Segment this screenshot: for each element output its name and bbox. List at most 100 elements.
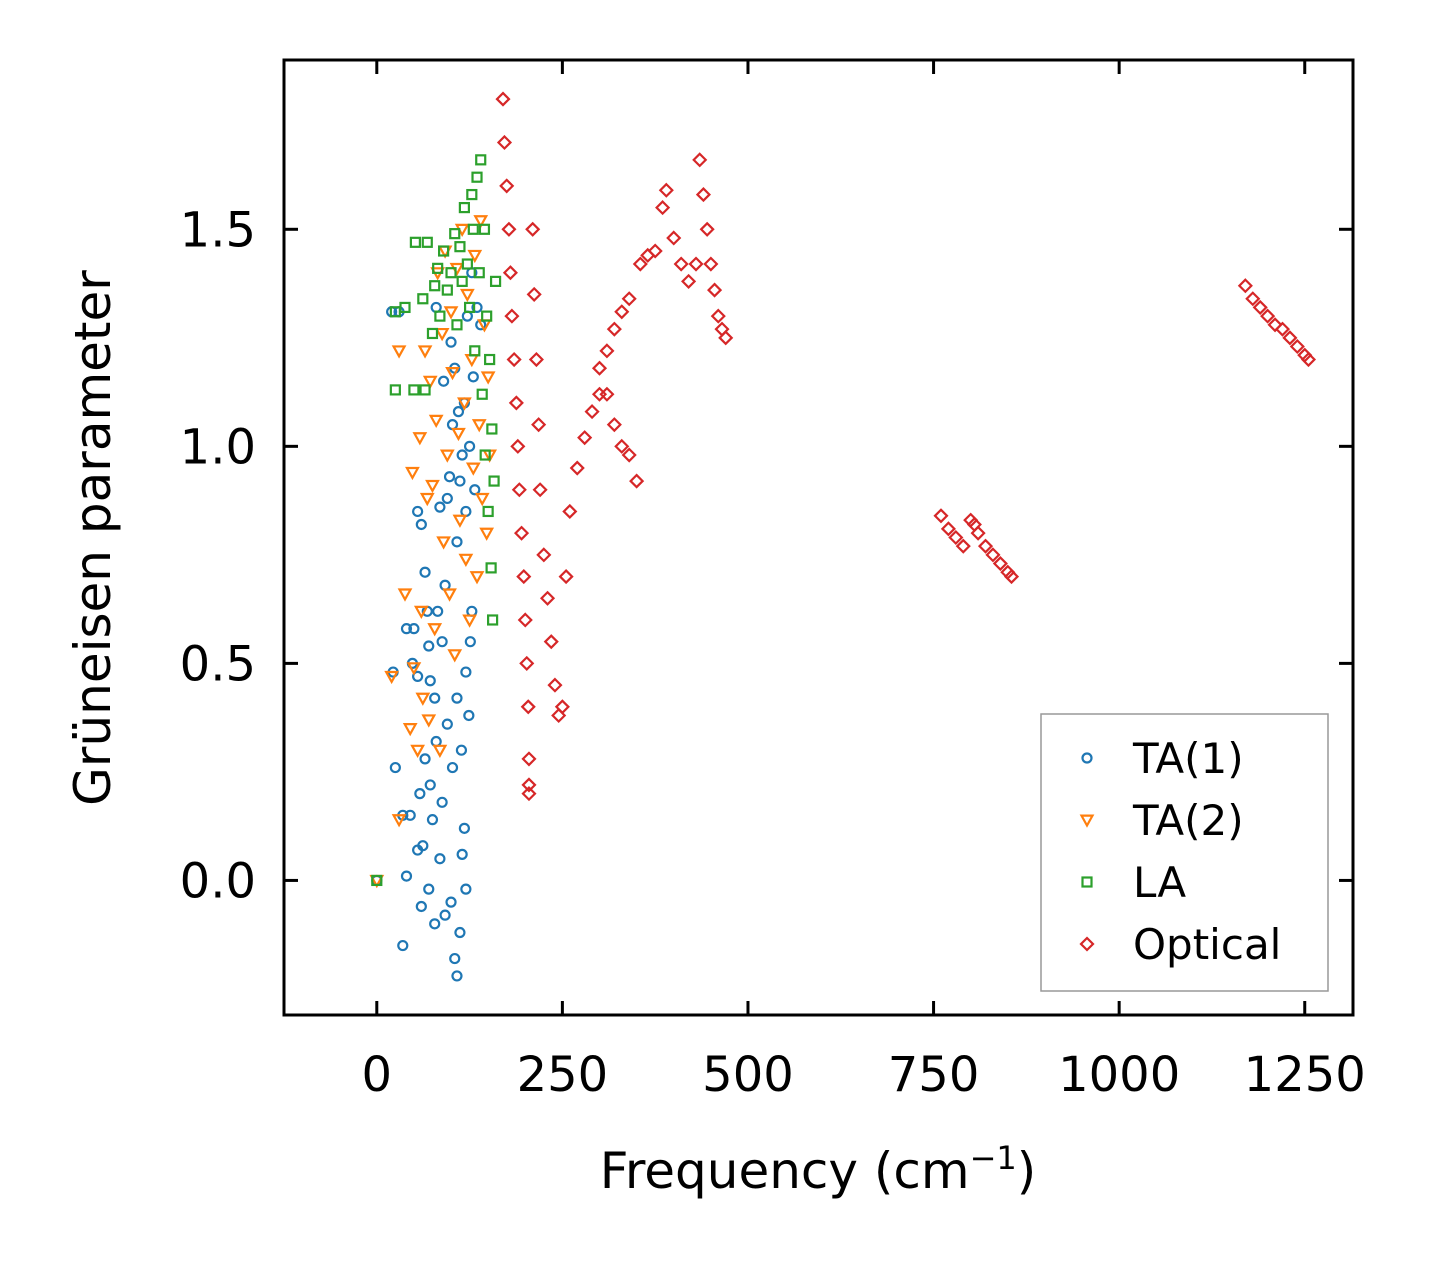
data-point: [525, 221, 541, 237]
data-point: [419, 753, 431, 765]
data-point: [425, 479, 440, 494]
data-point: [692, 152, 708, 168]
data-point: [397, 939, 409, 952]
data-point: [471, 419, 487, 433]
data-point: [526, 286, 542, 302]
data-point: [436, 796, 448, 808]
data-point: [429, 280, 441, 292]
data-point: [412, 670, 424, 683]
data-point: [614, 304, 630, 320]
data-point: [454, 475, 466, 487]
data-point: [521, 777, 537, 793]
data-point: [489, 275, 502, 287]
data-point: [977, 538, 994, 554]
legend: TA(1) TA(2) LA Optical: [1040, 713, 1329, 992]
data-point: [443, 471, 456, 483]
data-point: [434, 310, 446, 322]
data-point: [452, 514, 468, 528]
data-point: [554, 699, 570, 715]
data-point: [471, 171, 483, 183]
data-point: [471, 301, 483, 314]
data-point: [460, 883, 472, 895]
data-point: [632, 256, 648, 272]
data-point: [432, 744, 448, 758]
data-point: [478, 223, 491, 235]
data-point: [415, 518, 427, 531]
data-point: [454, 241, 466, 253]
data-point: [467, 371, 479, 383]
data-point: [464, 636, 476, 648]
data-point: [415, 692, 431, 706]
data-point: [436, 636, 448, 648]
data-point: [479, 527, 495, 541]
data-point: [417, 293, 429, 305]
data-point: [455, 744, 468, 756]
ticks-layer: 0 250 500 750 1000 1250 0.0 0.5 1.0 1.5: [180, 60, 1366, 1103]
data-point: [451, 427, 466, 442]
data-point: [421, 236, 433, 248]
data-point: [438, 375, 450, 387]
data-point: [417, 840, 429, 852]
plot-frame: [282, 58, 1355, 1017]
data-point: [463, 709, 475, 722]
data-point: [451, 319, 463, 331]
data-point: [445, 267, 457, 279]
data-point: [1267, 317, 1283, 333]
data-point: [517, 612, 533, 628]
legend-marker: [1081, 876, 1093, 888]
data-point: [504, 308, 520, 324]
data-point: [475, 154, 487, 166]
data-point: [520, 699, 536, 715]
data-point: [419, 566, 431, 578]
data-point: [485, 562, 497, 574]
data-point: [384, 670, 400, 685]
data-point: [488, 475, 500, 487]
series-layer: [369, 91, 1317, 982]
data-point: [451, 692, 463, 704]
data-point: [427, 623, 443, 637]
legend-marker: [1079, 814, 1095, 828]
data-point: [487, 614, 499, 626]
x-tick-label: 0: [362, 1047, 393, 1103]
data-point: [463, 440, 476, 452]
data-point: [599, 343, 615, 359]
data-point: [400, 870, 413, 882]
data-point: [933, 508, 949, 524]
data-point: [434, 327, 450, 342]
data-point: [591, 360, 608, 376]
data-point: [432, 605, 444, 617]
data-point: [940, 521, 956, 537]
data-point: [474, 492, 490, 507]
data-point: [441, 492, 453, 505]
data-point: [422, 375, 438, 389]
data-point: [429, 692, 441, 704]
data-point: [621, 291, 637, 307]
data-point: [502, 265, 518, 281]
data-point: [479, 449, 491, 461]
data-point: [452, 406, 465, 418]
data-point: [621, 447, 637, 463]
data-point: [531, 417, 547, 433]
data-point: [421, 714, 437, 728]
data-point: [408, 384, 420, 396]
data-point: [629, 473, 645, 489]
data-point: [451, 970, 463, 982]
data-point: [405, 466, 420, 481]
data-point: [539, 590, 556, 606]
data-point: [457, 397, 472, 411]
data-point: [409, 236, 421, 248]
data-point: [501, 221, 517, 237]
data-point: [461, 258, 473, 270]
data-point: [399, 301, 411, 314]
data-point: [439, 909, 451, 921]
data-point: [456, 275, 468, 287]
x-tick-label: 250: [517, 1047, 609, 1103]
data-point: [428, 414, 444, 429]
data-point: [510, 438, 526, 454]
data-point: [442, 588, 457, 602]
data-point: [506, 351, 522, 368]
series-la: [371, 154, 502, 887]
data-point: [439, 449, 455, 463]
data-point: [412, 505, 424, 518]
